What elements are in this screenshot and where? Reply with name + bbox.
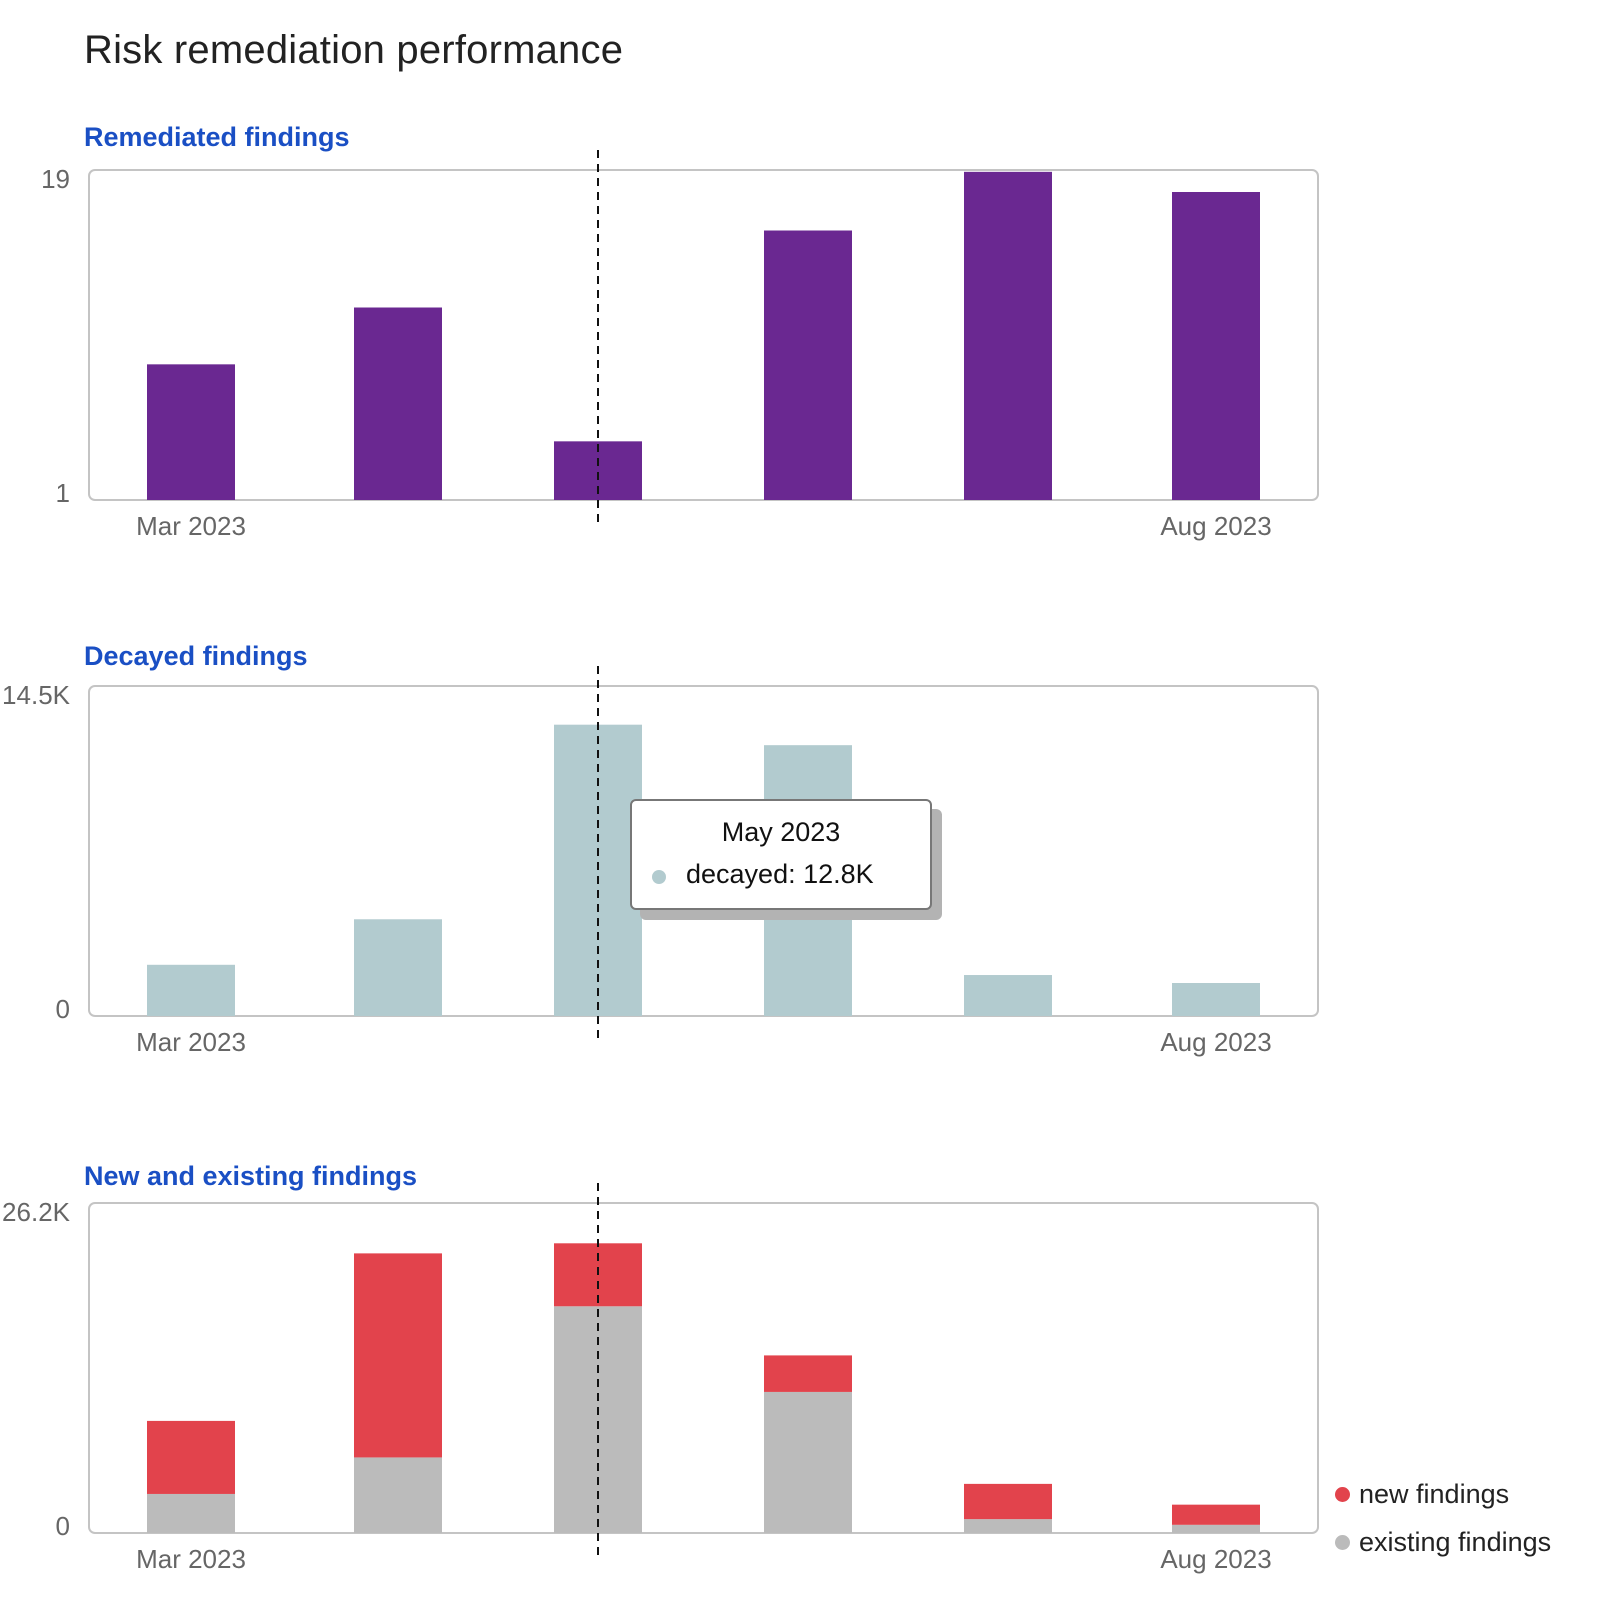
legend-item-existing-findings[interactable]: existing findings: [1335, 1518, 1551, 1566]
y-tick-label-bottom: 1: [56, 478, 70, 508]
tooltip-row: decayed: 12.8K: [652, 859, 874, 890]
y-tick-label-bottom: 0: [56, 1511, 70, 1541]
chart-legend: new findings existing findings: [1335, 1470, 1551, 1566]
new-existing-chart-title[interactable]: New and existing findings: [84, 1161, 418, 1191]
x-tick-label-last: Aug 2023: [1160, 1027, 1271, 1057]
bar-2-3-0[interactable]: [764, 1391, 852, 1533]
bar-2-5-0[interactable]: [1172, 1524, 1260, 1533]
bar-2-1-1[interactable]: [354, 1253, 442, 1458]
bar-1-5-0[interactable]: [1172, 983, 1260, 1016]
x-tick-label-first: Mar 2023: [136, 511, 246, 541]
legend-label-new-findings: new findings: [1359, 1478, 1510, 1509]
bar-2-0-0[interactable]: [147, 1493, 235, 1533]
remediated-chart-title[interactable]: Remediated findings: [84, 122, 350, 152]
bar-2-5-1[interactable]: [1172, 1504, 1260, 1525]
bar-0-3-0[interactable]: [764, 230, 852, 501]
bar-0-5-0[interactable]: [1172, 192, 1260, 500]
legend-label-existing-findings: existing findings: [1359, 1526, 1552, 1557]
x-tick-label-last: Aug 2023: [1160, 511, 1271, 541]
x-tick-label-first: Mar 2023: [136, 1544, 246, 1574]
existing-findings-dot-icon: [1335, 1534, 1350, 1550]
plot-frame-0: [88, 169, 1319, 501]
new-findings-dot-icon: [1335, 1486, 1350, 1502]
bar-0-1-0[interactable]: [354, 307, 442, 501]
y-tick-label-top: 26.2K: [2, 1197, 71, 1227]
bar-2-3-1[interactable]: [764, 1355, 852, 1392]
tooltip-value: decayed: 12.8K: [686, 859, 874, 889]
y-tick-label-bottom: 0: [56, 994, 70, 1024]
plot-frame-2: [88, 1202, 1319, 1534]
tooltip-title: May 2023: [721, 817, 841, 847]
y-tick-label-top: 19: [41, 164, 70, 194]
x-tick-label-first: Mar 2023: [136, 1027, 246, 1057]
decayed-chart-title[interactable]: Decayed findings: [84, 641, 308, 671]
plot-frame-1: [88, 685, 1319, 1017]
legend-item-new-findings[interactable]: new findings: [1335, 1470, 1551, 1518]
bar-2-0-1[interactable]: [147, 1420, 235, 1494]
bar-1-4-0[interactable]: [964, 975, 1052, 1016]
bar-2-4-0[interactable]: [964, 1519, 1052, 1533]
bar-0-4-0[interactable]: [964, 171, 1052, 501]
bar-1-1-0[interactable]: [354, 919, 442, 1016]
bar-0-0-0[interactable]: [147, 364, 235, 500]
bar-tooltip: May 2023 decayed: 12.8K: [630, 799, 932, 910]
page-title: Risk remediation performance: [84, 28, 624, 72]
tooltip-series-dot: [652, 869, 666, 884]
x-tick-label-last: Aug 2023: [1160, 1544, 1271, 1574]
bar-1-0-0[interactable]: [147, 964, 235, 1016]
bar-2-4-1[interactable]: [964, 1483, 1052, 1520]
y-tick-label-top: 14.5K: [2, 680, 71, 710]
bar-2-1-0[interactable]: [354, 1457, 442, 1533]
